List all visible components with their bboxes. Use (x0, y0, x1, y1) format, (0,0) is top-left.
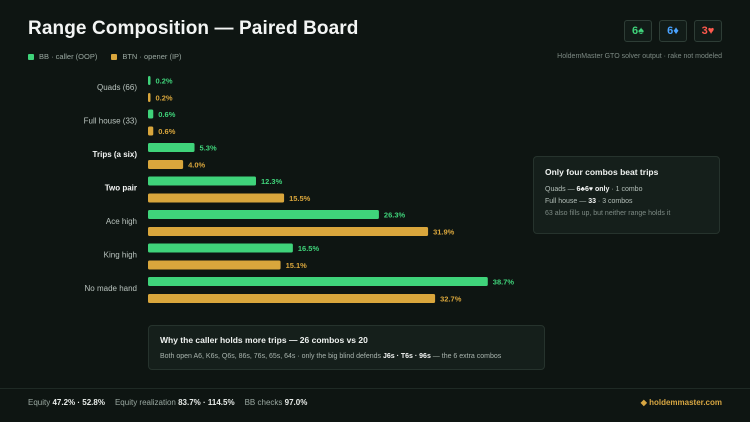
legend: BB · caller (OOP) BTN · opener (IP) (28, 52, 182, 61)
legend-label-btn: BTN · opener (IP) (122, 52, 182, 61)
callout-quads-suffix: · 1 combo (609, 186, 643, 193)
callout-note: 63 also fills up, but neither range hold… (545, 210, 671, 217)
callout-quads-line: Quads — 6♣6♥ only · 1 combo (545, 186, 708, 193)
category-label: No made hand (85, 284, 137, 293)
btn-bar (148, 126, 154, 136)
board-cards: 6♠ 6♦ 3♥ (624, 20, 722, 42)
btn-value-label: 4.0% (188, 161, 205, 170)
category-label: King high (104, 251, 137, 260)
bb-bar (148, 277, 488, 286)
brand-link[interactable]: ◆ holdemmaster.com (640, 398, 722, 407)
source-note: HoldemMaster GTO solver output · rake no… (557, 53, 722, 60)
btn-bar (148, 294, 436, 303)
board-card-1-label: 6♠ (632, 25, 644, 37)
bb-bar (148, 76, 151, 85)
footer-realization-value: 83.7% · 114.5% (178, 398, 235, 407)
legend-swatch-btn (111, 53, 118, 60)
btn-bar (148, 227, 429, 236)
footer-realization-label: Equity realization (114, 398, 176, 407)
bb-value-label: 0.2% (156, 77, 173, 86)
footer-checks-label: BB checks (244, 398, 283, 407)
range-composition-chart: Quads (66) 0.2% 0.2% Full house (33) 0.6% 0.6… (84, 76, 515, 304)
btn-bar (148, 160, 184, 169)
bb-bar (148, 143, 195, 152)
category-label: Quads (66) (97, 83, 137, 92)
board-card-3: 3♥ (694, 20, 722, 42)
explanation-text-suffix: — the 6 extra combos (430, 353, 502, 360)
board-card-3-label: 3♥ (701, 25, 715, 37)
board-card-1: 6♠ (624, 20, 652, 42)
bb-value-label: 0.6% (158, 110, 175, 119)
bb-bar (148, 243, 293, 253)
explanation-title: Why the caller holds more trips — 26 com… (160, 335, 368, 345)
bb-value-label: 38.7% (493, 278, 515, 287)
btn-value-label: 0.6% (158, 127, 175, 136)
footer-divider (0, 388, 750, 389)
category-label: Trips (a six) (93, 150, 138, 159)
board-card-2: 6♦ (659, 20, 687, 42)
callout-fullhouse-prefix: Full house — (545, 198, 589, 205)
bb-bar (148, 109, 154, 119)
btn-value-label: 0.2% (156, 94, 173, 103)
btn-value-label: 32.7% (440, 295, 462, 304)
btn-value-label: 15.1% (286, 261, 308, 270)
legend-item-bb: BB · caller (OOP) (28, 52, 97, 61)
footer-realization: Equity realization 83.7% · 114.5% (115, 398, 235, 407)
btn-bar (148, 260, 281, 270)
bb-bar (148, 210, 379, 219)
footer-equity: Equity 47.2% · 52.8% (28, 398, 105, 407)
callout-quads-prefix: Quads — (545, 186, 577, 193)
callout-fullhouse-combo: 33 (588, 198, 596, 205)
footer-equity-value: 47.2% · 52.8% (52, 398, 105, 407)
footer-checks-value: 97.0% (284, 398, 308, 407)
callout-fullhouse-suffix: · 3 combos (595, 198, 633, 205)
btn-bar (148, 193, 285, 203)
callout-fullhouse-line: Full house — 33 · 3 combos (545, 198, 708, 205)
btn-bar (148, 93, 151, 102)
explanation-text: Both open A6, K6s, Q6s, 86s, 76s, 65s, 6… (160, 353, 533, 360)
btn-value-label: 15.5% (289, 194, 311, 203)
explanation-text-hands: J6s · T6s · 96s (382, 353, 431, 360)
category-label: Ace high (106, 217, 137, 226)
bb-bar (148, 176, 256, 186)
board-card-2-label: 6♦ (667, 25, 679, 37)
callout-box: Only four combos beat trips Quads — 6♣6♥… (533, 156, 720, 234)
category-label: Two pair (105, 184, 137, 193)
explanation-box: Why the caller holds more trips — 26 com… (148, 325, 545, 370)
category-label: Full house (33) (84, 117, 138, 126)
bb-value-label: 12.3% (261, 177, 283, 186)
bb-value-label: 26.3% (384, 211, 406, 220)
callout-title: Only four combos beat trips (545, 167, 659, 177)
explanation-text-prefix: Both open A6, K6s, Q6s, 86s, 76s, 65s, 6… (160, 353, 383, 360)
legend-label-bb: BB · caller (OOP) (39, 52, 98, 61)
callout-quads-combo: 6♣6♥ only (576, 186, 610, 193)
footer-stats: Equity 47.2% · 52.8% Equity realization … (28, 398, 307, 407)
bb-value-label: 5.3% (200, 144, 217, 153)
page-title: Range Composition — Paired Board (28, 18, 359, 39)
footer-equity-label: Equity (28, 398, 51, 407)
legend-swatch-bb (28, 53, 34, 60)
bb-value-label: 16.5% (298, 244, 320, 253)
footer-checks: BB checks 97.0% (245, 398, 308, 407)
legend-item-btn: BTN · opener (IP) (111, 52, 182, 61)
btn-value-label: 31.9% (433, 228, 455, 237)
